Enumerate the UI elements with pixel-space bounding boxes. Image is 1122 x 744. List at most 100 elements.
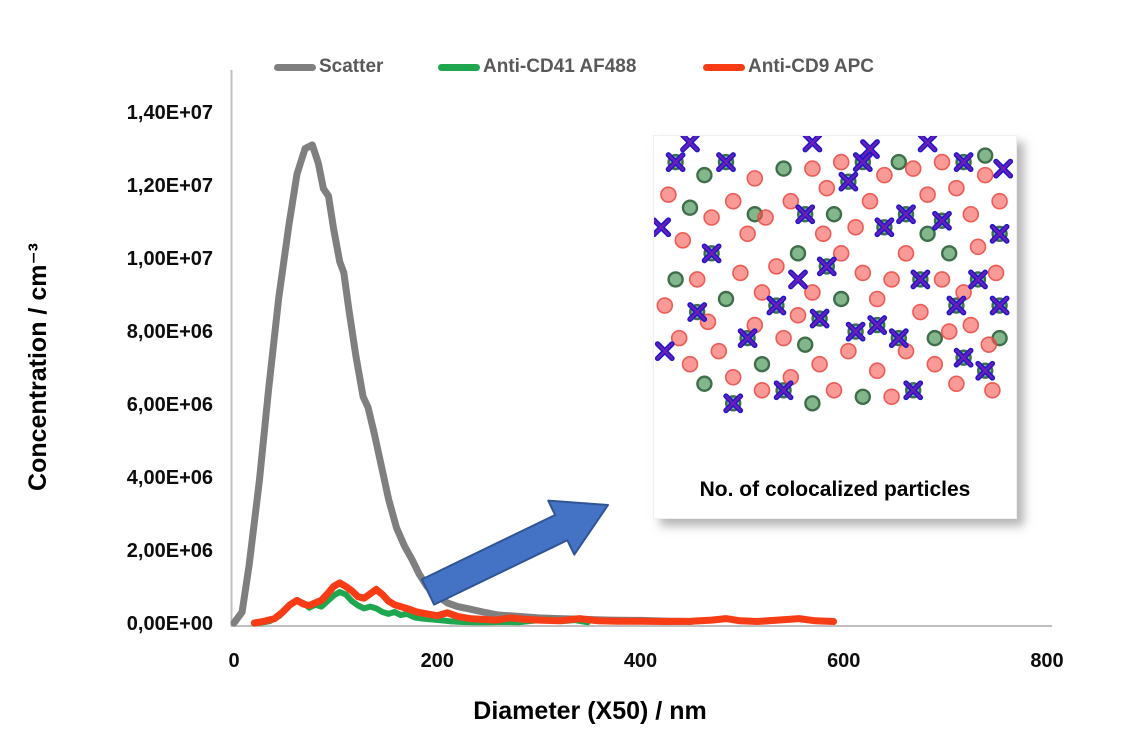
- colocalized-x-marker-core: [796, 205, 814, 223]
- colocalized-x-marker-core: [703, 244, 720, 262]
- inset-red-dots: [656, 153, 1008, 406]
- red-particle-dot: [976, 166, 994, 184]
- red-particle-dot: [868, 362, 886, 380]
- red-particle-dot: [732, 264, 749, 282]
- red-particle-dot: [940, 323, 958, 340]
- green-particle-dot: [890, 153, 908, 171]
- red-particle-dot: [912, 303, 929, 321]
- x-axis-title: Diameter (X50) / nm: [473, 697, 707, 725]
- colocalized-x-marker-core: [724, 394, 742, 412]
- colocalized-x-marker-core: [804, 134, 821, 151]
- colocalized-x-marker-core: [991, 225, 1008, 243]
- colocalized-x-marker-core: [955, 153, 972, 171]
- legend-swatch-anti-cd41: [438, 63, 480, 71]
- green-particle-dot: [789, 245, 807, 262]
- red-particle-dot: [768, 258, 785, 275]
- legend-label-anti-cd41: Anti-CD41 AF488: [483, 56, 637, 77]
- inset-caption: No. of colocalized particles: [654, 464, 1016, 516]
- green-particle-dot: [667, 271, 684, 288]
- green-particle-dot: [696, 375, 713, 392]
- axes: [230, 70, 1052, 627]
- red-particle-dot: [789, 307, 807, 324]
- y-tick-label: 1,20E+07: [127, 175, 213, 197]
- colocalized-x-marker-core: [739, 329, 756, 347]
- y-tick-label: 0,00E+00: [127, 613, 213, 635]
- red-particle-dot: [840, 342, 857, 360]
- red-particle-dot: [818, 179, 836, 197]
- x-axis-ticks: 0 200 400 600 800: [228, 650, 1063, 672]
- green-particle-dot: [681, 199, 699, 216]
- red-particle-dot: [883, 271, 900, 288]
- colocalized-x-marker-core: [897, 205, 915, 223]
- red-particle-dot: [724, 192, 742, 210]
- red-particle-dot: [897, 245, 915, 262]
- green-particle-dot: [753, 355, 771, 373]
- inset-cross-markers: [651, 132, 1014, 414]
- red-particle-dot: [757, 209, 774, 226]
- colocalized-x-marker-core: [847, 323, 864, 340]
- y-tick-label: 4,00E+06: [127, 467, 213, 489]
- series-line-2: [250, 579, 838, 627]
- y-tick-label: 6,00E+06: [127, 394, 213, 416]
- colocalized-x-marker-core: [912, 271, 929, 288]
- red-particle-dot: [724, 368, 742, 386]
- red-particle-dot: [991, 192, 1008, 210]
- y-tick-label: 1,40E+07: [127, 102, 213, 124]
- red-particle-dot: [904, 160, 922, 177]
- red-particle-dot: [782, 192, 800, 210]
- colocalized-x-marker-core: [811, 310, 828, 327]
- colocalized-x-marker-core: [876, 218, 893, 236]
- green-particle-dot: [696, 166, 713, 184]
- colocalized-x-marker-core: [890, 329, 908, 347]
- red-particle-dot: [811, 355, 828, 373]
- x-tick-label: 400: [624, 650, 657, 672]
- colocalized-x-marker-core: [976, 362, 994, 380]
- colocalized-x-marker-core: [919, 134, 936, 151]
- colocalized-x-marker-core: [991, 297, 1008, 314]
- green-particle-dot: [796, 336, 814, 353]
- green-particle-dot: [825, 206, 843, 223]
- x-tick-label: 600: [827, 650, 860, 672]
- colocalized-x-marker-core: [789, 271, 807, 288]
- red-particle-dot: [933, 271, 951, 288]
- legend-item-scatter: Scatter: [274, 55, 383, 79]
- red-particle-dot: [832, 153, 850, 171]
- colocalized-x-marker-core: [969, 271, 987, 288]
- green-particle-dot: [775, 160, 792, 177]
- colocalized-x-marker-core: [818, 258, 836, 275]
- red-particle-dot: [832, 245, 850, 262]
- red-particle-dot: [969, 238, 987, 256]
- red-particle-dot: [688, 271, 706, 288]
- colocalized-x-marker-core: [652, 218, 670, 236]
- red-particle-dot: [739, 225, 756, 243]
- series-line-0: [230, 141, 695, 627]
- colocalized-x-marker-core: [681, 134, 699, 151]
- y-axis-title: Concentration / cm⁻³: [24, 243, 52, 491]
- colocalized-x-marker-core: [667, 153, 684, 171]
- y-tick-label: 2,00E+06: [127, 540, 213, 562]
- colocalized-x-marker-core: [994, 160, 1012, 177]
- y-tick-label: 8,00E+06: [127, 321, 213, 343]
- colocalized-x-marker-core: [955, 349, 972, 367]
- red-particle-dot: [804, 160, 821, 177]
- green-particle-dot: [804, 395, 821, 412]
- green-particle-dot: [977, 147, 994, 164]
- red-particle-dot: [987, 264, 1005, 282]
- red-particle-dot: [876, 166, 893, 184]
- y-tick-label: 1,00E+07: [127, 248, 213, 270]
- colocalized-x-marker-core: [717, 153, 735, 171]
- red-particle-dot: [681, 355, 699, 373]
- green-particle-dot: [926, 329, 943, 347]
- legend-swatch-scatter: [274, 63, 316, 71]
- red-particle-dot: [670, 329, 688, 347]
- colocalized-x-marker-core: [933, 212, 951, 230]
- green-particle-dot: [919, 225, 936, 243]
- colocalized-x-marker-core: [768, 297, 785, 314]
- colocalized-particles-inset: No. of colocalized particles: [651, 132, 1017, 519]
- red-particle-dot: [825, 381, 843, 399]
- green-particle-dot: [717, 290, 735, 308]
- colocalized-x-marker-core: [854, 153, 872, 171]
- red-particle-dot: [962, 316, 980, 334]
- red-particle-dot: [984, 381, 1001, 399]
- red-particle-dot: [710, 342, 728, 360]
